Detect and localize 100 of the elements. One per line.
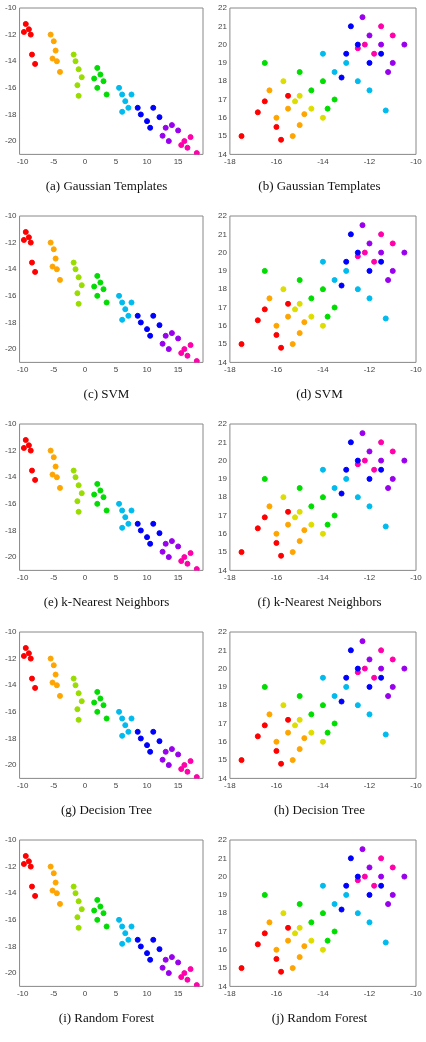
y-tick-label: 19 [217, 58, 228, 68]
x-tick-label: -10 [410, 573, 423, 583]
x-tick-label: 10 [142, 989, 153, 999]
y-tick-label: -10 [5, 3, 18, 13]
x-tick-label: -16 [270, 157, 283, 167]
y-tick-label: -14 [5, 56, 18, 66]
y-tick-label: -10 [5, 835, 18, 845]
y-tick-label: -12 [5, 653, 18, 663]
y-tick-label: -16 [5, 291, 18, 301]
x-tick-label: 10 [142, 157, 153, 167]
y-tick-label: 21 [217, 853, 228, 863]
y-tick-label: -20 [5, 136, 18, 146]
y-tick-label: 14 [217, 357, 228, 367]
x-tick-label: -12 [363, 157, 376, 167]
text: (b) Gaussian Templates [257, 178, 382, 194]
y-tick-label: 20 [217, 663, 228, 673]
y-tick-label: 16 [217, 945, 228, 954]
y-tick-label: -12 [5, 237, 18, 247]
text: (f) k-Nearest Neighbors [256, 594, 383, 610]
text: (i) Random Forest [57, 1010, 156, 1026]
x-tick-label: -12 [363, 989, 376, 999]
y-tick-label: -20 [5, 552, 18, 562]
x-tick-label: -14 [317, 365, 330, 375]
y-tick-label: -14 [5, 472, 18, 482]
y-tick-label: 17 [217, 94, 228, 104]
x-tick-label: 15 [173, 989, 184, 999]
x-tick-label: -10 [410, 157, 423, 167]
y-tick-label: 18 [217, 492, 228, 502]
text: (d) SVM [295, 386, 344, 402]
text: (j) Random Forest [270, 1010, 369, 1026]
y-tick-label: -10 [5, 419, 18, 429]
y-tick-label: -18 [5, 109, 18, 119]
x-tick-label: -16 [270, 989, 283, 999]
x-tick-label: 10 [142, 781, 153, 791]
y-tick-label: -18 [5, 733, 18, 743]
x-tick-label: -12 [363, 573, 376, 583]
y-tick-label: -18 [5, 941, 18, 951]
y-tick-label: 16 [217, 321, 228, 330]
y-tick-label: 18 [217, 76, 228, 86]
x-tick-label: -5 [50, 989, 58, 999]
x-tick-label: 15 [173, 573, 184, 583]
x-tick-label: -5 [50, 573, 58, 583]
x-tick-label: -16 [270, 365, 283, 375]
y-tick-label: 19 [217, 682, 228, 692]
y-tick-label: 17 [217, 926, 228, 936]
x-tick-label: 15 [173, 781, 184, 791]
y-tick-label: -18 [5, 525, 18, 535]
y-tick-label: 15 [217, 963, 228, 973]
text: (h) Decision Tree [273, 802, 366, 818]
y-tick-label: 22 [217, 627, 228, 637]
text: (c) SVM [82, 386, 131, 402]
y-tick-label: -10 [5, 211, 18, 221]
text: (g) Decision Tree [60, 802, 153, 818]
x-tick-label: -18 [224, 781, 237, 791]
x-tick-label: 5 [113, 157, 119, 167]
y-tick-label: 18 [217, 700, 228, 710]
y-tick-label: -20 [5, 760, 18, 770]
x-tick-label: 5 [113, 781, 119, 791]
y-tick-label: 20 [217, 871, 228, 881]
y-tick-label: 20 [217, 247, 228, 257]
x-tick-label: -12 [363, 781, 376, 791]
x-tick-label: -5 [50, 157, 58, 167]
y-tick-label: -12 [5, 29, 18, 39]
y-tick-label: -16 [5, 499, 18, 509]
x-tick-label: 15 [173, 157, 184, 167]
y-tick-label: 21 [217, 645, 228, 655]
x-tick-label: -10 [16, 989, 29, 999]
x-tick-label: -14 [317, 781, 330, 791]
y-tick-label: 15 [217, 755, 228, 765]
y-tick-label: -14 [5, 264, 18, 274]
y-tick-label: 19 [217, 474, 228, 484]
y-tick-label: -16 [5, 707, 18, 717]
x-tick-label: 5 [113, 365, 119, 375]
x-tick-label: 0 [82, 573, 88, 583]
y-tick-label: -12 [5, 861, 18, 871]
x-tick-label: -14 [317, 989, 330, 999]
y-tick-label: 19 [217, 266, 228, 276]
x-tick-label: -18 [224, 365, 237, 375]
x-tick-label: -10 [410, 989, 423, 999]
x-tick-label: 0 [82, 365, 88, 375]
y-tick-label: -12 [5, 445, 18, 455]
y-tick-label: 16 [217, 113, 228, 122]
x-tick-label: -5 [50, 781, 58, 791]
y-tick-label: 22 [217, 835, 228, 845]
y-tick-label: 18 [217, 284, 228, 294]
x-tick-label: 0 [82, 989, 88, 999]
y-tick-label: 18 [217, 908, 228, 918]
x-tick-label: 15 [173, 365, 184, 375]
y-tick-label: 14 [217, 773, 228, 783]
y-tick-label: 22 [217, 419, 228, 429]
y-tick-label: 17 [217, 302, 228, 312]
x-tick-label: 10 [142, 573, 153, 583]
x-tick-label: -12 [363, 365, 376, 375]
x-tick-label: -18 [224, 989, 237, 999]
y-tick-label: 20 [217, 39, 228, 49]
x-tick-label: -16 [270, 781, 283, 791]
x-tick-label: -18 [224, 157, 237, 167]
y-tick-label: 15 [217, 339, 228, 349]
x-tick-label: 5 [113, 573, 119, 583]
y-tick-label: -14 [5, 888, 18, 898]
